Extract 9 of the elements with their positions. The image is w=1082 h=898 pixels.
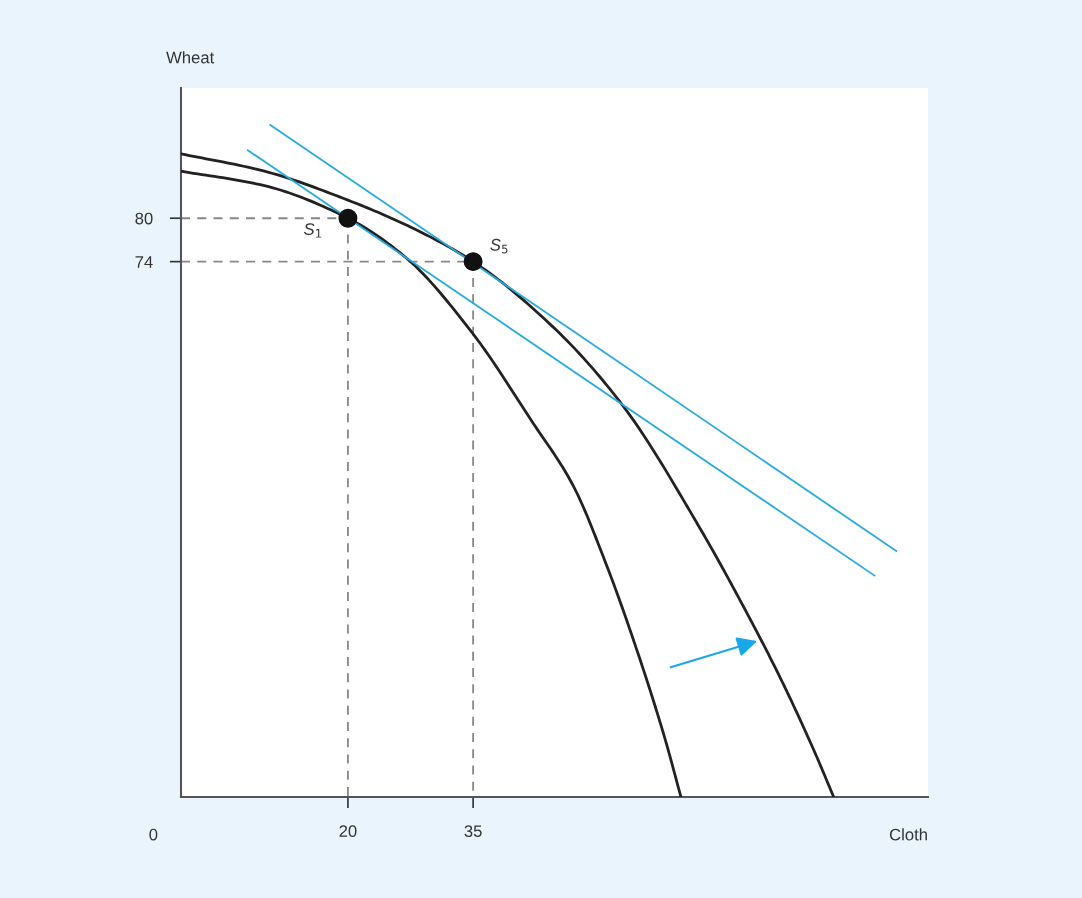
x-axis-title: Cloth xyxy=(889,828,927,841)
annotation: S$_{1}$ xyxy=(303,223,322,238)
annotation: S$_{5}$ xyxy=(490,238,508,254)
y-tick-label: 74 xyxy=(135,256,153,268)
y-tick-label: 80 xyxy=(135,212,153,225)
y-axis-title: Wheat xyxy=(166,51,215,64)
text: 0 xyxy=(149,828,158,841)
x-tick-label: 20 xyxy=(339,825,357,838)
x-tick-label: 35 xyxy=(464,825,482,838)
